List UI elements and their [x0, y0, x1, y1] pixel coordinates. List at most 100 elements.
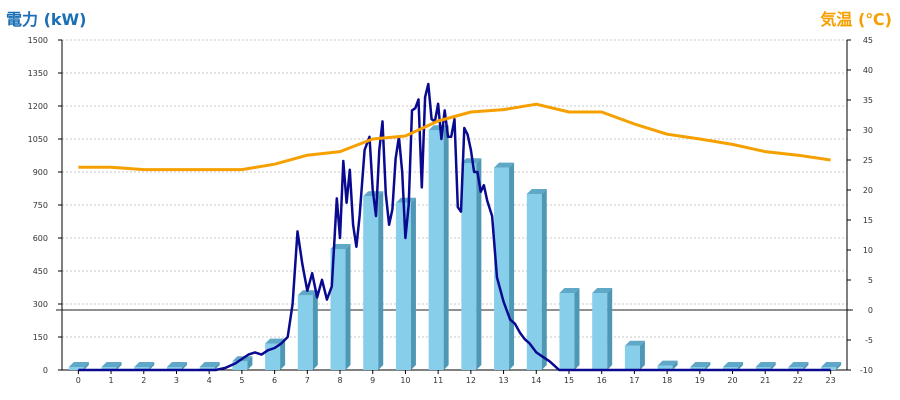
left-tick-label: 600: [33, 234, 48, 243]
right-tick-label: 35: [863, 96, 873, 105]
bar-22: [788, 367, 804, 370]
bar-side-15: [574, 288, 580, 370]
bar-side-11: [443, 125, 449, 370]
bar-21: [755, 367, 771, 370]
bar-4: [199, 367, 215, 370]
right-tick-label: 20: [863, 186, 873, 195]
bar-17: [624, 345, 640, 370]
left-tick-label: 1350: [28, 69, 48, 78]
x-tick-label: 8: [337, 376, 342, 385]
right-tick-label: 40: [863, 66, 873, 75]
bar-side-9: [378, 191, 384, 370]
bar-12: [461, 163, 477, 370]
bar-side-3: [181, 362, 187, 370]
bar-16: [592, 293, 608, 370]
bar-side-2: [149, 362, 155, 370]
right-tick-label: 25: [863, 156, 873, 165]
bar-side-5: [247, 356, 253, 370]
right-tick-label: 0: [868, 306, 873, 315]
right-tick-label: 10: [863, 246, 873, 255]
bar-top-13: [494, 162, 515, 168]
x-tick-label: 11: [433, 376, 443, 385]
x-tick-label: 5: [239, 376, 244, 385]
bar-9: [363, 196, 379, 370]
bar-top-6: [265, 338, 286, 344]
bar-20: [723, 367, 739, 370]
left-tick-label: 300: [33, 300, 48, 309]
x-tick-label: 3: [174, 376, 179, 385]
left-tick-label: 1200: [28, 102, 48, 111]
x-tick-label: 16: [597, 376, 607, 385]
bar-side-17: [639, 340, 645, 370]
bar-side-16: [607, 288, 613, 370]
bar-top-14: [526, 189, 547, 194]
bar-1: [101, 367, 117, 370]
bar-2: [134, 367, 150, 370]
bar-top-8: [330, 244, 351, 249]
x-tick-label: 23: [826, 376, 836, 385]
x-tick-label: 20: [727, 376, 737, 385]
x-tick-label: 15: [564, 376, 574, 385]
left-tick-label: 150: [33, 333, 48, 342]
bar-top-4: [199, 362, 220, 367]
x-tick-label: 1: [109, 376, 114, 385]
bar-top-20: [723, 362, 744, 367]
bar-top-1: [101, 362, 122, 367]
bar-5: [232, 361, 248, 370]
x-tick-label: 7: [305, 376, 310, 385]
x-tick-label: 18: [662, 376, 672, 385]
left-tick-label: 1050: [28, 135, 48, 144]
bar-top-3: [166, 362, 187, 367]
bar-side-0: [83, 362, 89, 370]
bar-top-16: [592, 288, 613, 293]
x-tick-label: 6: [272, 376, 277, 385]
left-tick-label: 1500: [28, 36, 48, 45]
right-tick-label: 45: [863, 36, 873, 45]
bar-top-15: [559, 288, 580, 293]
bar-11: [428, 130, 444, 370]
x-tick-label: 19: [695, 376, 705, 385]
bar-10: [395, 202, 411, 370]
right-axis-title: 気温 (℃): [820, 10, 892, 29]
bar-18: [657, 365, 673, 370]
bar-side-13: [509, 162, 515, 370]
bar-side-7: [312, 290, 318, 370]
left-tick-label: 900: [33, 168, 48, 177]
left-tick-label: 450: [33, 267, 48, 276]
bar-0: [68, 367, 84, 370]
bar-top-22: [788, 362, 809, 367]
right-tick-label: 30: [863, 126, 873, 135]
right-tick-label: 5: [868, 276, 873, 285]
bar-side-23: [836, 362, 842, 370]
bar-side-8: [345, 244, 351, 370]
left-tick-label: 0: [43, 366, 48, 375]
x-tick-label: 2: [141, 376, 146, 385]
x-tick-label: 0: [76, 376, 81, 385]
x-tick-label: 9: [370, 376, 375, 385]
bar-side-20: [738, 362, 744, 370]
right-tick-label: 15: [863, 216, 873, 225]
bar-top-7: [297, 290, 318, 296]
left-axis-title: 電力 (kW): [6, 10, 87, 29]
bar-top-2: [134, 362, 155, 367]
x-tick-label: 12: [466, 376, 476, 385]
bar-side-6: [280, 338, 286, 370]
x-tick-label: 13: [498, 376, 508, 385]
bar-side-1: [116, 362, 122, 370]
bar-3: [166, 367, 182, 370]
bar-side-10: [410, 197, 416, 370]
x-tick-label: 10: [400, 376, 410, 385]
bar-side-12: [476, 158, 482, 370]
bar-side-21: [770, 362, 776, 370]
bar-7: [297, 295, 313, 370]
bar-side-4: [214, 362, 220, 370]
x-tick-label: 17: [629, 376, 639, 385]
bar-top-21: [755, 362, 776, 367]
bar-14: [526, 194, 542, 370]
x-tick-label: 21: [760, 376, 770, 385]
temperature-line: [78, 102, 831, 172]
bar-side-14: [541, 189, 547, 370]
bar-top-18: [657, 360, 678, 366]
